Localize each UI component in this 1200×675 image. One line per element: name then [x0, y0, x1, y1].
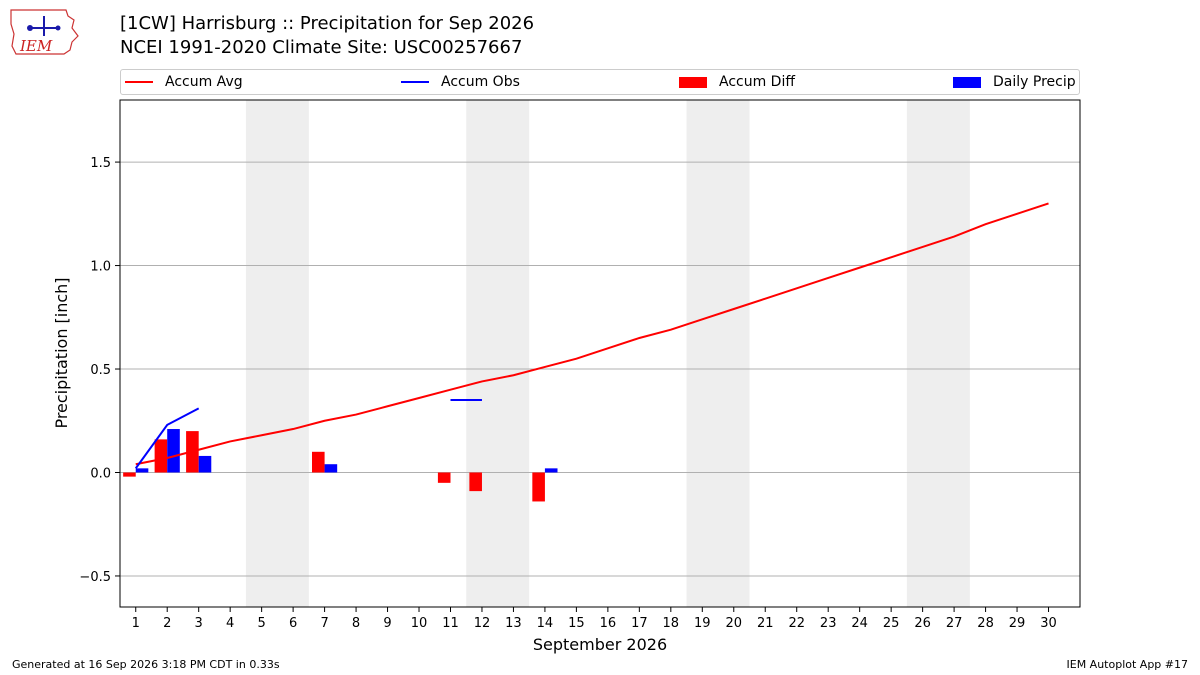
y-tick-label: 1.0	[90, 260, 111, 275]
x-tick-label: 19	[694, 616, 711, 631]
accum-obs-line	[134, 407, 200, 469]
weekend-shading	[245, 100, 970, 607]
x-tick-label: 28	[977, 616, 994, 631]
legend-label-accum-avg: Accum Avg	[165, 74, 243, 90]
x-tick-label: 11	[442, 616, 459, 631]
y-axis-label: Precipitation [inch]	[52, 277, 71, 428]
legend-item-accum-diff: Accum Diff	[679, 70, 795, 94]
x-tick-label: 7	[320, 616, 328, 631]
logo-text: IEM	[19, 37, 53, 55]
y-gridlines	[120, 161, 1080, 577]
accum-avg-line	[135, 202, 1049, 466]
x-axis-label: September 2026	[533, 635, 667, 654]
x-tick-label: 4	[226, 616, 234, 631]
x-tick-label: 27	[946, 616, 963, 631]
x-tick-label: 13	[505, 616, 522, 631]
y-tick-label: 0.0	[90, 466, 111, 481]
y-tick-label: 0.5	[90, 363, 111, 378]
x-tick-label: 8	[352, 616, 360, 631]
accum-diff-bar	[123, 472, 136, 477]
x-tick-label: 30	[1040, 616, 1057, 631]
bar-series	[123, 429, 558, 502]
iem-logo: IEM	[10, 9, 79, 55]
x-tick-label: 25	[883, 616, 900, 631]
legend-swatch-accum-obs	[401, 81, 429, 83]
x-tick-label: 18	[663, 616, 680, 631]
daily-precip-bar	[324, 464, 338, 473]
y-tick-label: −0.5	[79, 570, 111, 585]
x-tick-label: 9	[383, 616, 391, 631]
x-tick-label: 29	[1009, 616, 1026, 631]
daily-precip-bar	[544, 468, 558, 473]
accum-diff-bar	[532, 472, 545, 502]
legend: Accum Avg Accum Obs Accum Diff Daily Pre…	[120, 69, 1080, 95]
legend-label-accum-diff: Accum Diff	[719, 74, 796, 90]
x-tick-label: 23	[820, 616, 837, 631]
x-tick-label: 5	[257, 616, 265, 631]
legend-swatch-accum-avg	[125, 81, 153, 83]
daily-precip-bar	[135, 468, 149, 473]
chart-title: [1CW] Harrisburg :: Precipitation for Se…	[120, 13, 535, 34]
x-tick-label: 22	[788, 616, 805, 631]
weekend-band	[686, 100, 750, 607]
x-tick-label: 26	[914, 616, 931, 631]
accum-diff-bar	[154, 439, 168, 473]
x-tick-label: 20	[725, 616, 742, 631]
daily-precip-bar	[198, 455, 212, 473]
chart-subtitle: NCEI 1991-2020 Climate Site: USC00257667	[120, 37, 523, 58]
x-tick-label: 12	[474, 616, 491, 631]
x-tick-label: 2	[163, 616, 171, 631]
x-axis-ticks: 1 2 3 4 5 6 7 8 9 10 11 12 13 14 15 16 17 18 19 20 21 22 23 24 2…	[132, 607, 1057, 631]
line-series	[134, 202, 1049, 469]
iowa-outline-icon	[10, 9, 79, 55]
y-tick-label: 1.5	[90, 156, 111, 171]
daily-precip-bar	[167, 429, 180, 473]
plot-frame	[119, 99, 1081, 608]
x-tick-label: 17	[631, 616, 648, 631]
footer-app: IEM Autoplot App #17	[1066, 658, 1189, 671]
x-tick-label: 24	[851, 616, 868, 631]
x-tick-label: 16	[600, 616, 617, 631]
accum-diff-bar	[186, 431, 199, 473]
legend-item-daily-precip: Daily Precip	[953, 70, 1076, 94]
weekend-band	[906, 100, 970, 607]
x-tick-label: 21	[757, 616, 774, 631]
legend-swatch-daily-precip	[953, 76, 981, 88]
x-tick-label: 10	[411, 616, 428, 631]
accum-diff-bar	[437, 472, 451, 483]
legend-label-daily-precip: Daily Precip	[993, 74, 1076, 90]
x-tick-label: 3	[195, 616, 203, 631]
accum-diff-bar	[312, 451, 325, 473]
weekend-band	[466, 100, 530, 607]
legend-item-accum-obs: Accum Obs	[401, 70, 520, 94]
x-tick-label: 14	[537, 616, 554, 631]
legend-label-accum-obs: Accum Obs	[441, 74, 520, 90]
x-tick-label: 1	[132, 616, 140, 631]
footer-generated: Generated at 16 Sep 2026 3:18 PM CDT in …	[12, 658, 280, 671]
accum-diff-bar	[469, 472, 482, 492]
x-tick-label: 6	[289, 616, 297, 631]
legend-swatch-accum-diff	[679, 76, 707, 88]
y-axis-ticks: −0.5 0.0 0.5 1.0 1.5	[79, 156, 120, 585]
weekend-band	[245, 100, 309, 607]
legend-item-accum-avg: Accum Avg	[125, 70, 243, 94]
x-tick-label: 15	[568, 616, 585, 631]
